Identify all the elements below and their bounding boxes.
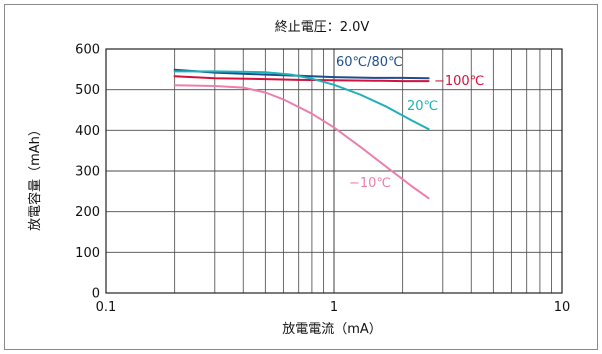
- x-tick-label: 1: [330, 300, 338, 315]
- y-tick-label: 0: [92, 287, 100, 302]
- series-line-0: [173, 68, 430, 80]
- chart-frame: [4, 4, 598, 350]
- y-tick-label: 300: [75, 165, 100, 180]
- y-axis-label: 放電容量（mAh）: [27, 123, 43, 231]
- x-tick-label: 0.1: [96, 300, 117, 315]
- series-label-3: −10℃: [349, 176, 391, 191]
- series-label-2: 20℃: [407, 99, 438, 114]
- series-label-0: 60℃/80℃: [336, 55, 403, 70]
- x-axis-label: 放電電流（mA）: [282, 322, 382, 337]
- y-tick-label: 500: [75, 83, 100, 98]
- series-labels: 60℃/80℃ −100℃ 20℃ −10℃: [336, 55, 484, 191]
- series-label-1: −100℃: [434, 74, 484, 89]
- chart-title: 終止電圧：2.0V: [275, 19, 370, 35]
- grid: [106, 49, 562, 293]
- series: [173, 68, 430, 200]
- y-tick-label: 600: [75, 43, 100, 58]
- y-tick-label: 100: [75, 246, 100, 261]
- y-tick-label: 200: [75, 205, 100, 220]
- axes: [105, 48, 563, 294]
- ticks: 0 100 200 300 400 500 600 0.1 1 10: [75, 43, 570, 316]
- x-tick-label: 10: [554, 300, 571, 315]
- series-line-3: [173, 84, 430, 200]
- y-tick-label: 400: [75, 124, 100, 139]
- series-line-2: [173, 70, 430, 131]
- plot-area-border: [105, 48, 563, 294]
